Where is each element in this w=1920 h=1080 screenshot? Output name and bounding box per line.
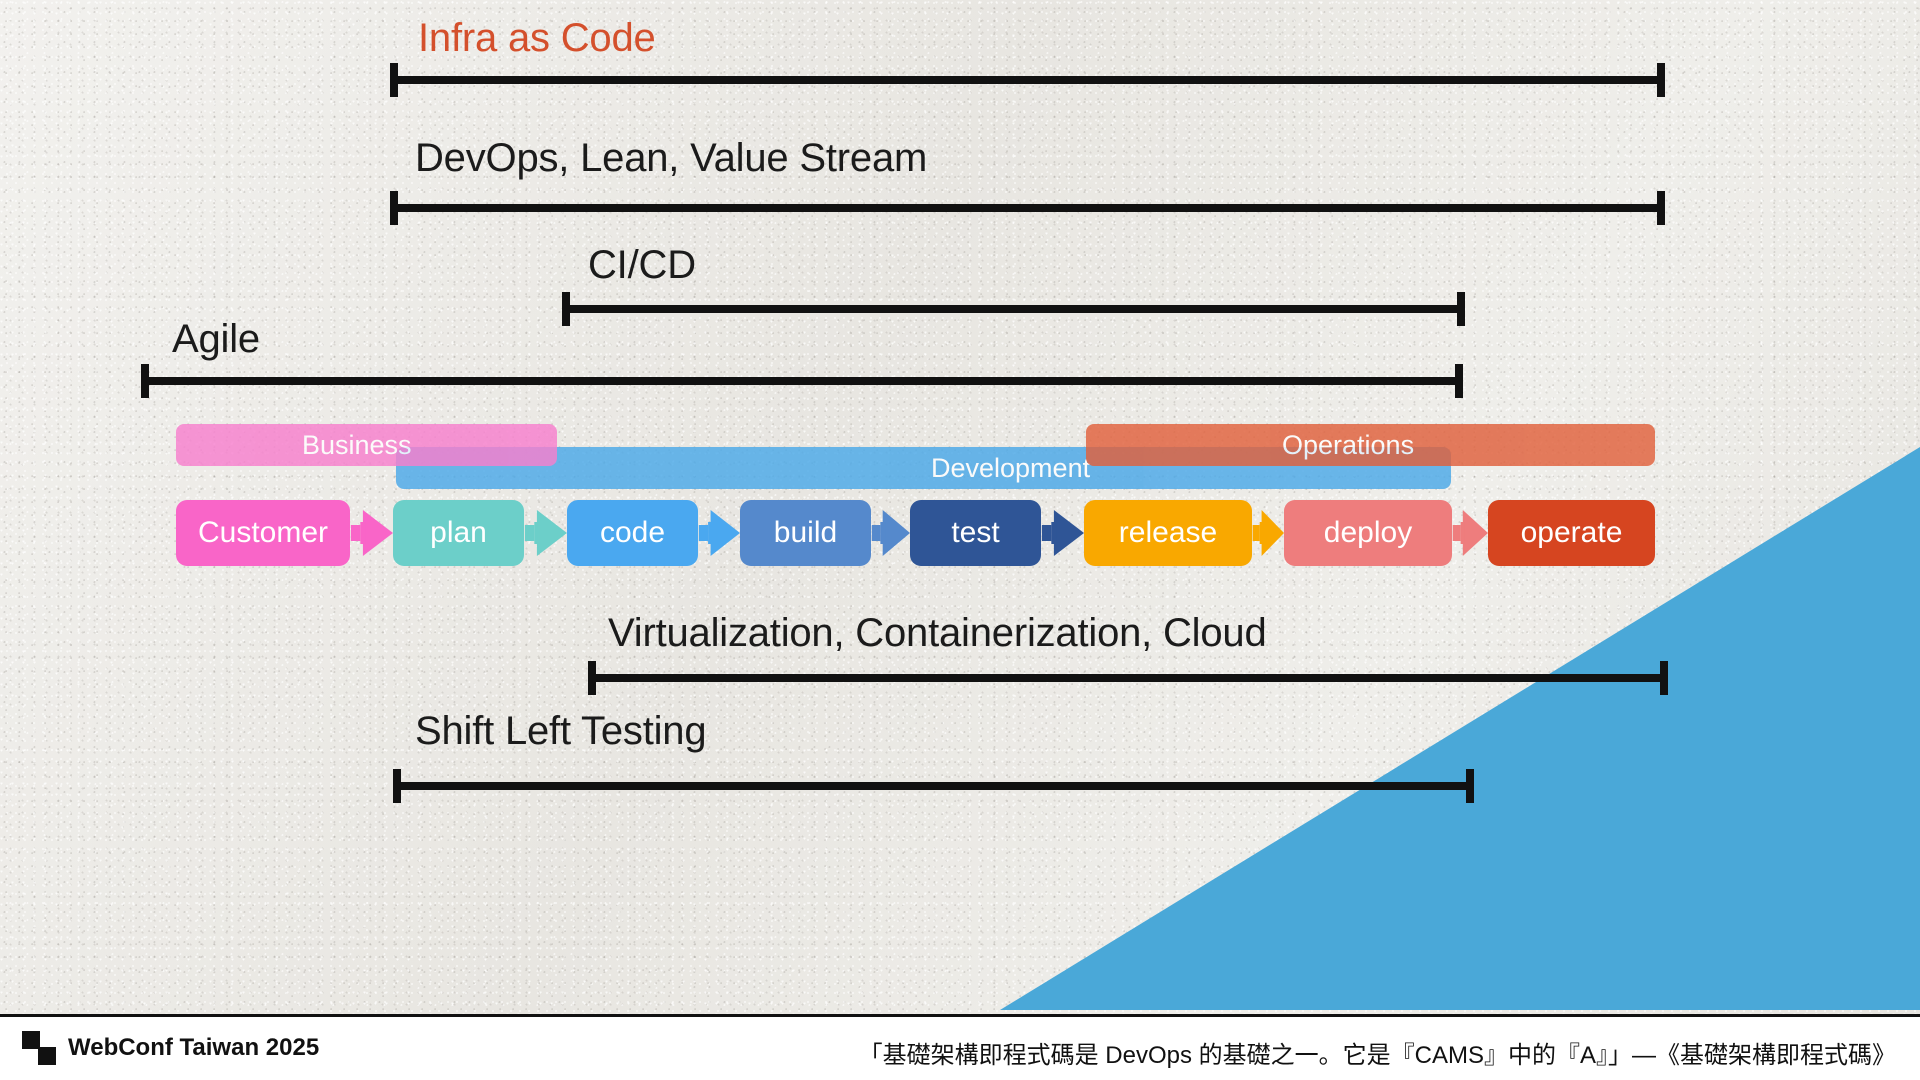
bracket-line-devops-lean-value-stream: [390, 191, 1665, 225]
phase-band-operations: Operations: [1086, 424, 1655, 466]
pipeline-stage-label-release: release: [1118, 516, 1218, 549]
pipeline-stage-label-test: test: [951, 516, 1000, 549]
pipeline-stage-label-build: build: [773, 516, 838, 549]
pipeline-stage-code[interactable]: code: [567, 500, 698, 566]
pipeline-stage-label-customer: Customer: [197, 516, 329, 549]
footer-quote-text: 「基礎架構即程式碼是 DevOps 的基礎之一。它是『CAMS』中的『A』」—《…: [858, 1042, 1896, 1069]
pipeline-stage-deploy[interactable]: deploy: [1284, 500, 1452, 566]
pipeline-stage-customer[interactable]: Customer: [176, 500, 350, 566]
pipeline-stage-label-plan: plan: [430, 516, 487, 549]
bracket-line-ci-cd: [562, 292, 1465, 326]
pipeline-stage-label-code: code: [599, 516, 666, 549]
bracket-label-ci-cd: CI/CD: [588, 243, 696, 287]
webconf-logo-icon: [22, 1031, 56, 1065]
pipeline-stage-operate[interactable]: operate: [1488, 500, 1655, 566]
bracket-line-shift-left-testing: [393, 769, 1474, 803]
footer-divider: [0, 1014, 1920, 1017]
pipeline-stage-plan[interactable]: plan: [393, 500, 524, 566]
phase-band-label-development: Development: [931, 452, 1091, 483]
phase-band-business: Business: [176, 424, 557, 466]
bracket-label-infra-as-code: Infra as Code: [418, 16, 656, 60]
pipeline-stage-label-operate: operate: [1520, 516, 1623, 549]
pipeline-stage-release[interactable]: release: [1084, 500, 1252, 566]
bracket-line-agile: [141, 364, 1463, 398]
footer-brand-text: WebConf Taiwan 2025: [68, 1034, 320, 1061]
slide-footer: WebConf Taiwan 2025 「基礎架構即程式碼是 DevOps 的基…: [0, 1017, 1920, 1080]
footer-brand-group: WebConf Taiwan 2025: [22, 1031, 319, 1065]
bracket-line-virtualization-containerization-cloud: [588, 661, 1668, 695]
bracket-label-virtualization-containerization-cloud: Virtualization, Containerization, Cloud: [608, 611, 1267, 655]
pipeline-stage-label-deploy: deploy: [1323, 516, 1413, 549]
bracket-label-shift-left-testing: Shift Left Testing: [415, 709, 707, 753]
phase-band-label-business: Business: [302, 429, 412, 460]
pipeline-stage-test[interactable]: test: [910, 500, 1041, 566]
pipeline-stage-build[interactable]: build: [740, 500, 871, 566]
bracket-label-agile: Agile: [172, 317, 260, 361]
phase-band-label-operations: Operations: [1282, 429, 1415, 460]
bracket-line-infra-as-code: [390, 63, 1665, 97]
bracket-label-devops-lean-value-stream: DevOps, Lean, Value Stream: [415, 136, 928, 180]
